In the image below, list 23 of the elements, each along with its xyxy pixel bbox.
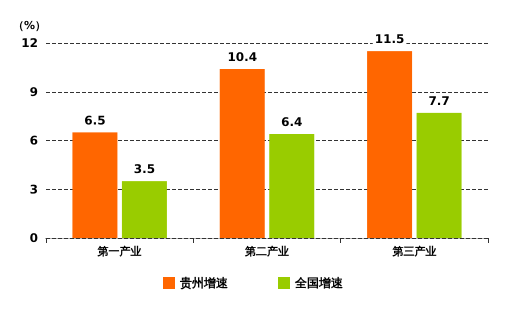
y-tick-label: 12 [21, 36, 38, 50]
bar [367, 51, 412, 238]
data-label: 3.5 [134, 162, 156, 176]
legend-label: 全国增速 [294, 276, 344, 290]
bar [269, 134, 314, 238]
data-label: 6.5 [84, 113, 106, 128]
y-tick-label: 9 [30, 84, 38, 99]
bar [416, 112, 462, 238]
bar [122, 181, 167, 238]
y-tick-label: 0 [30, 231, 38, 245]
bar [72, 132, 118, 238]
data-label: 11.5 [374, 32, 404, 46]
bar [220, 69, 265, 238]
x-tick-label: 第一产业 [96, 245, 142, 258]
y-tick-label: 3 [30, 182, 38, 196]
y-axis-title: （%） [12, 19, 46, 32]
data-label: 10.4 [227, 50, 258, 64]
x-tick-label: 第二产业 [244, 245, 289, 258]
data-label: 7.7 [428, 94, 450, 108]
legend-label: 贵州增速 [179, 276, 229, 290]
x-tick-label: 第三产业 [391, 245, 436, 258]
y-tick-label: 6 [30, 134, 38, 148]
data-label: 6.4 [281, 115, 302, 129]
